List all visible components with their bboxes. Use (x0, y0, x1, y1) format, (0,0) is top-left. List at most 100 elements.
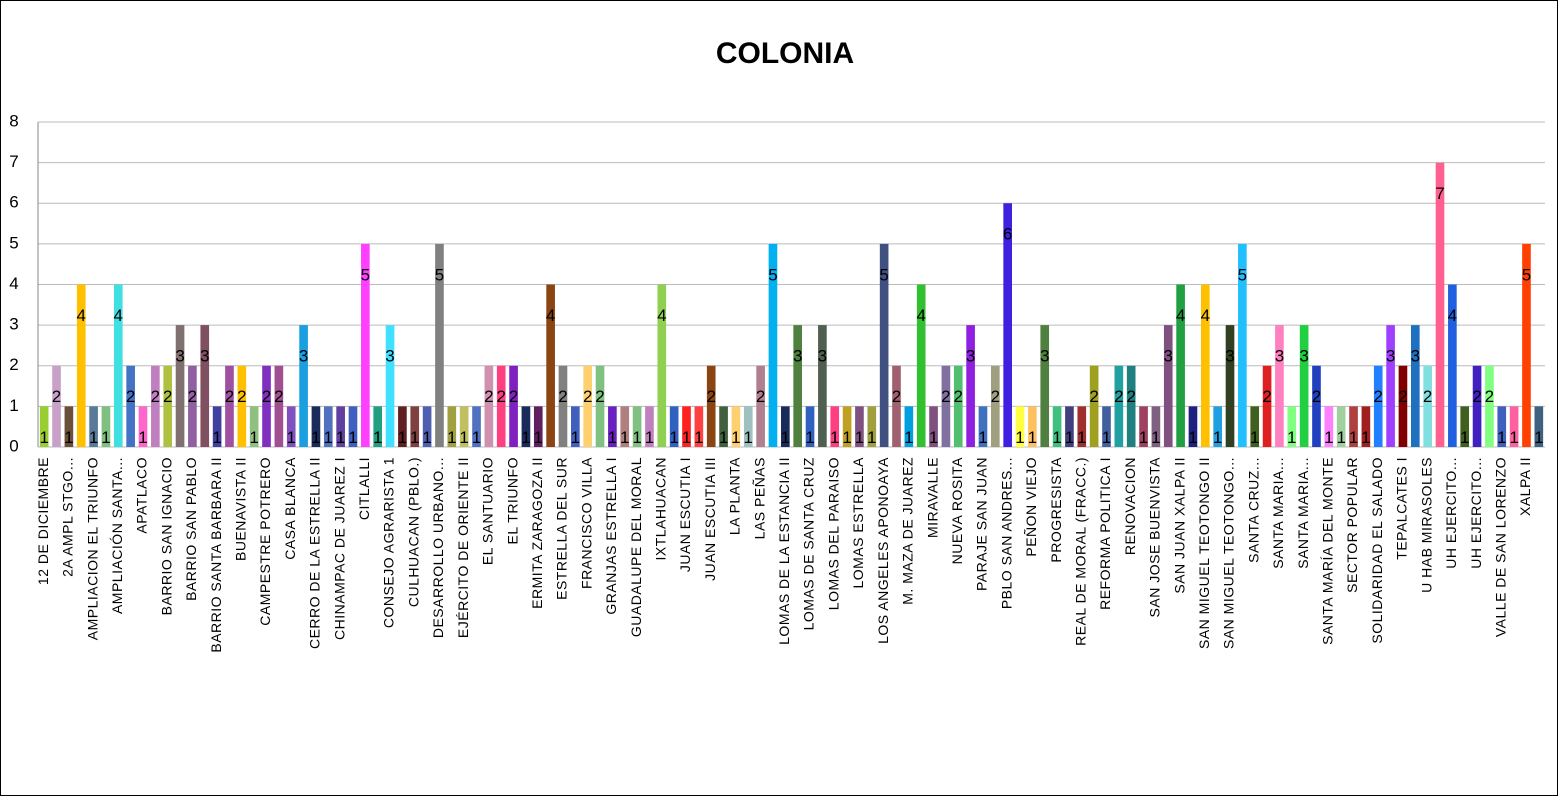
bar (1040, 325, 1050, 447)
value-label: 4 (546, 306, 555, 325)
bar (855, 406, 864, 447)
y-tick-label: 4 (9, 274, 18, 293)
value-label: 1 (1213, 428, 1222, 447)
x-tick-label: FRANCISCO VILLA (578, 457, 594, 589)
x-tick-label: SANTA MARIA... (1270, 457, 1286, 569)
value-label: 1 (1077, 428, 1086, 447)
value-label: 1 (1250, 428, 1259, 447)
value-label: 1 (1361, 428, 1370, 447)
value-label: 2 (237, 387, 246, 406)
bar (1497, 406, 1507, 447)
x-tick-label: TEPALCATES I (1394, 457, 1410, 560)
bar (941, 365, 951, 447)
bar (1448, 284, 1457, 447)
value-label: 2 (484, 387, 493, 406)
chart-title: COLONIA (716, 37, 854, 70)
x-tick-label: SAN JOSE BUENVISTA (1147, 457, 1163, 618)
value-label: 1 (336, 428, 345, 447)
value-label: 4 (1201, 306, 1210, 325)
x-tick-label: SAN MIGUEL TEOTONGO II (1196, 457, 1212, 649)
bar (422, 406, 432, 447)
x-tick-label: VALLE DE SAN LORENZO (1492, 457, 1508, 637)
x-tick-label: U HAB MIRASOLES (1418, 457, 1434, 593)
x-tick-label: BARRIO SANTA BARBARA II (208, 457, 224, 653)
bar (262, 365, 271, 447)
value-label: 5 (435, 265, 444, 284)
bar (1435, 162, 1445, 447)
bar (966, 325, 975, 447)
x-tick-label: AMPLIACION EL TRIUNFO (84, 457, 100, 640)
x-tick-label: SANTA MARIA... (1295, 457, 1311, 569)
value-label: 2 (188, 387, 197, 406)
bar (249, 406, 259, 447)
value-label: 1 (410, 428, 419, 447)
bar (669, 406, 679, 447)
value-label: 1 (842, 428, 851, 447)
x-tick-label: CERRO DE LA ESTRELLA II (307, 457, 323, 649)
value-label: 1 (620, 428, 629, 447)
value-label: 5 (768, 265, 777, 284)
value-label: 1 (398, 428, 407, 447)
bar (1114, 365, 1124, 447)
bar (546, 284, 555, 447)
x-tick-label: SOLIDARIDAD EL SALADO (1369, 457, 1385, 644)
value-label: 4 (657, 306, 666, 325)
bar (385, 325, 395, 447)
bar (830, 406, 840, 447)
bar (1213, 406, 1222, 447)
value-label: 1 (1028, 428, 1037, 447)
x-tick-label: SECTOR POPULAR (1344, 457, 1360, 593)
bar (595, 365, 605, 447)
x-tick-label: RENOVACION (1122, 457, 1138, 555)
bar (1188, 406, 1198, 447)
x-tick-label: SANTA MARÍA DEL MONTE (1320, 457, 1336, 645)
value-label: 2 (1423, 387, 1432, 406)
bar (558, 365, 568, 447)
bar (892, 365, 901, 447)
bar (299, 325, 308, 447)
value-label: 2 (1398, 387, 1407, 406)
x-tick-label: IXTLAHUACAN (653, 457, 669, 561)
value-label: 4 (76, 306, 85, 325)
bar (781, 406, 790, 447)
value-label: 1 (632, 428, 641, 447)
bar (1102, 406, 1111, 447)
y-tick-label: 5 (9, 233, 18, 252)
value-label: 1 (39, 428, 48, 447)
bar (1015, 406, 1025, 447)
value-label: 1 (534, 428, 543, 447)
x-tick-label: CITLALLI (356, 457, 372, 520)
x-tick-label: GRANJAS ESTRELLA I (603, 457, 619, 615)
bar (1200, 284, 1210, 447)
value-label: 1 (867, 428, 876, 447)
value-label: 2 (163, 387, 172, 406)
bar (188, 365, 197, 447)
bar (76, 284, 86, 447)
value-label: 1 (324, 428, 333, 447)
bar (1410, 325, 1420, 447)
bar (1139, 406, 1148, 447)
value-label: 2 (1126, 387, 1135, 406)
bar (1472, 365, 1482, 447)
y-tick-label: 1 (9, 396, 18, 415)
value-label: 1 (249, 428, 258, 447)
bar (1299, 325, 1309, 447)
y-tick-label: 3 (9, 315, 18, 334)
value-label: 1 (929, 428, 938, 447)
value-label: 2 (52, 387, 61, 406)
bar (323, 406, 333, 447)
x-tick-label: SAN MIGUEL TEOTONGO... (1221, 457, 1237, 649)
x-tick-label: DESARROLLO URBANO... (430, 457, 446, 638)
value-label: 2 (991, 387, 1000, 406)
bar (1225, 325, 1235, 447)
x-tick-label: 12 DE DICIEMBRE (35, 457, 51, 585)
bar (1522, 243, 1531, 447)
x-tick-label: NUEVA ROSITA (949, 457, 965, 565)
value-label: 2 (706, 387, 715, 406)
x-tick-label: REAL DE MORAL (FRACC.) (1072, 457, 1088, 646)
x-tick-label: ESTRELLA DEL SUR (554, 457, 570, 600)
value-label: 1 (694, 428, 703, 447)
bar (756, 365, 765, 447)
bar (1386, 325, 1395, 447)
bar (1176, 284, 1185, 447)
